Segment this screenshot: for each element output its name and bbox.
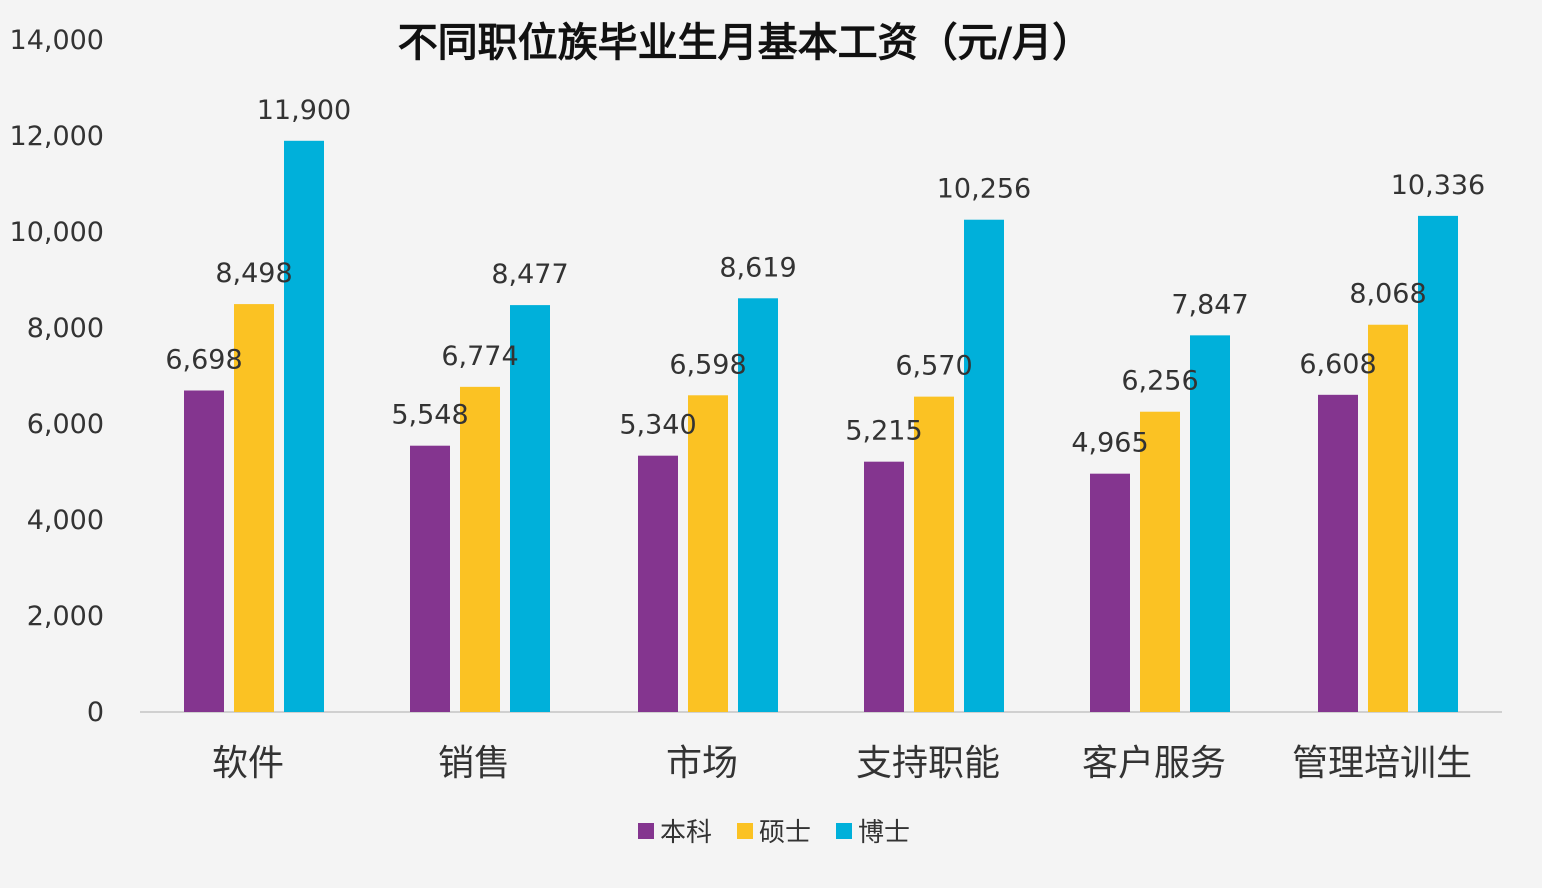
bar-master bbox=[688, 395, 728, 712]
data-label: 6,598 bbox=[669, 349, 746, 380]
bar-bachelor bbox=[864, 461, 904, 712]
data-label: 10,256 bbox=[937, 174, 1031, 205]
bar-bachelor bbox=[1090, 473, 1130, 712]
x-tick-label: 支持职能 bbox=[856, 743, 1000, 784]
bar-doctor bbox=[964, 219, 1004, 712]
bar-doctor bbox=[1418, 215, 1458, 712]
legend: 本科 硕士 博士 bbox=[638, 818, 910, 848]
bar-doctor bbox=[284, 140, 324, 713]
legend-swatch bbox=[737, 823, 753, 839]
data-label: 10,336 bbox=[1391, 170, 1485, 201]
bars bbox=[184, 140, 1458, 713]
data-label: 6,698 bbox=[165, 344, 242, 375]
y-axis: 0 2,000 4,000 6,000 8,000 10,000 12,000 14,000 bbox=[10, 25, 104, 728]
data-label: 6,256 bbox=[1121, 366, 1198, 397]
x-tick-label: 客户服务 bbox=[1082, 743, 1226, 784]
bar-bachelor bbox=[184, 390, 224, 712]
bar-doctor bbox=[738, 298, 778, 712]
y-tick-label: 2,000 bbox=[27, 601, 104, 632]
data-label: 6,570 bbox=[895, 351, 972, 382]
bar-master bbox=[1140, 411, 1180, 712]
data-label: 8,498 bbox=[215, 258, 292, 289]
data-label: 6,774 bbox=[441, 341, 518, 372]
bar-bachelor bbox=[410, 445, 450, 712]
y-tick-label: 12,000 bbox=[10, 121, 104, 152]
bar-master bbox=[914, 396, 954, 712]
data-labels: 6,698 8,498 11,900 5,548 6,774 8,477 5,340 6,59… bbox=[165, 95, 1485, 459]
chart-title: 不同职位族毕业生月基本工资（元/月） bbox=[398, 20, 1093, 66]
bar-master bbox=[460, 386, 500, 712]
data-label: 8,068 bbox=[1349, 279, 1426, 310]
legend-label: 硕士 bbox=[759, 818, 811, 848]
bar-master bbox=[1368, 324, 1408, 712]
x-axis: 软件 销售 市场 支持职能 客户服务 管理培训生 bbox=[212, 743, 1472, 784]
bar-bachelor bbox=[638, 455, 678, 712]
y-tick-label: 4,000 bbox=[27, 505, 104, 536]
data-label: 4,965 bbox=[1071, 428, 1148, 459]
legend-label: 本科 bbox=[660, 818, 712, 848]
x-tick-label: 软件 bbox=[212, 743, 284, 784]
bar-master bbox=[234, 304, 274, 712]
y-tick-label: 8,000 bbox=[27, 313, 104, 344]
bar-doctor bbox=[1190, 335, 1230, 712]
x-tick-label: 销售 bbox=[438, 743, 510, 784]
data-label: 7,847 bbox=[1171, 289, 1248, 320]
data-label: 11,900 bbox=[257, 95, 351, 126]
data-label: 5,548 bbox=[391, 400, 468, 431]
x-tick-label: 管理培训生 bbox=[1292, 743, 1472, 784]
y-tick-label: 0 bbox=[87, 697, 104, 728]
data-label: 5,215 bbox=[845, 416, 922, 447]
data-label: 5,340 bbox=[619, 410, 696, 441]
y-tick-label: 6,000 bbox=[27, 409, 104, 440]
data-label: 8,477 bbox=[491, 259, 568, 290]
data-label: 8,619 bbox=[719, 252, 796, 283]
y-tick-label: 14,000 bbox=[10, 25, 104, 56]
bar-bachelor bbox=[1318, 394, 1358, 712]
y-tick-label: 10,000 bbox=[10, 217, 104, 248]
legend-swatch bbox=[638, 823, 654, 839]
legend-swatch bbox=[836, 823, 852, 839]
legend-label: 博士 bbox=[858, 818, 910, 848]
bar-doctor bbox=[510, 305, 550, 712]
data-label: 6,608 bbox=[1299, 349, 1376, 380]
x-tick-label: 市场 bbox=[666, 743, 738, 784]
